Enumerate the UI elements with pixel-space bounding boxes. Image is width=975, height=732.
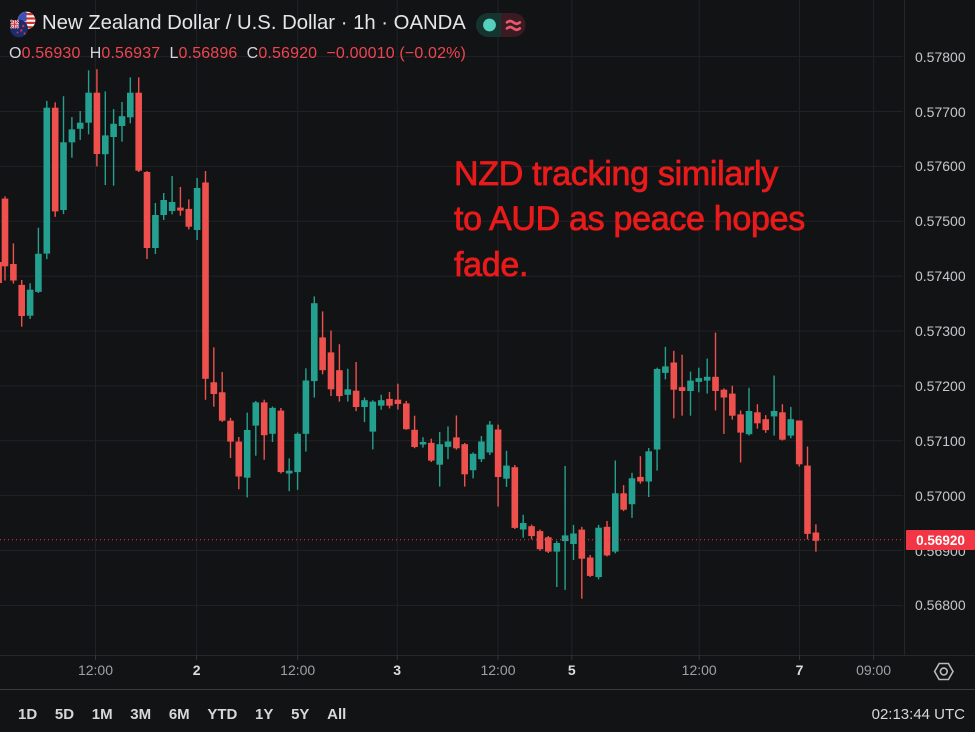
svg-text:0.56920: 0.56920: [916, 533, 965, 548]
